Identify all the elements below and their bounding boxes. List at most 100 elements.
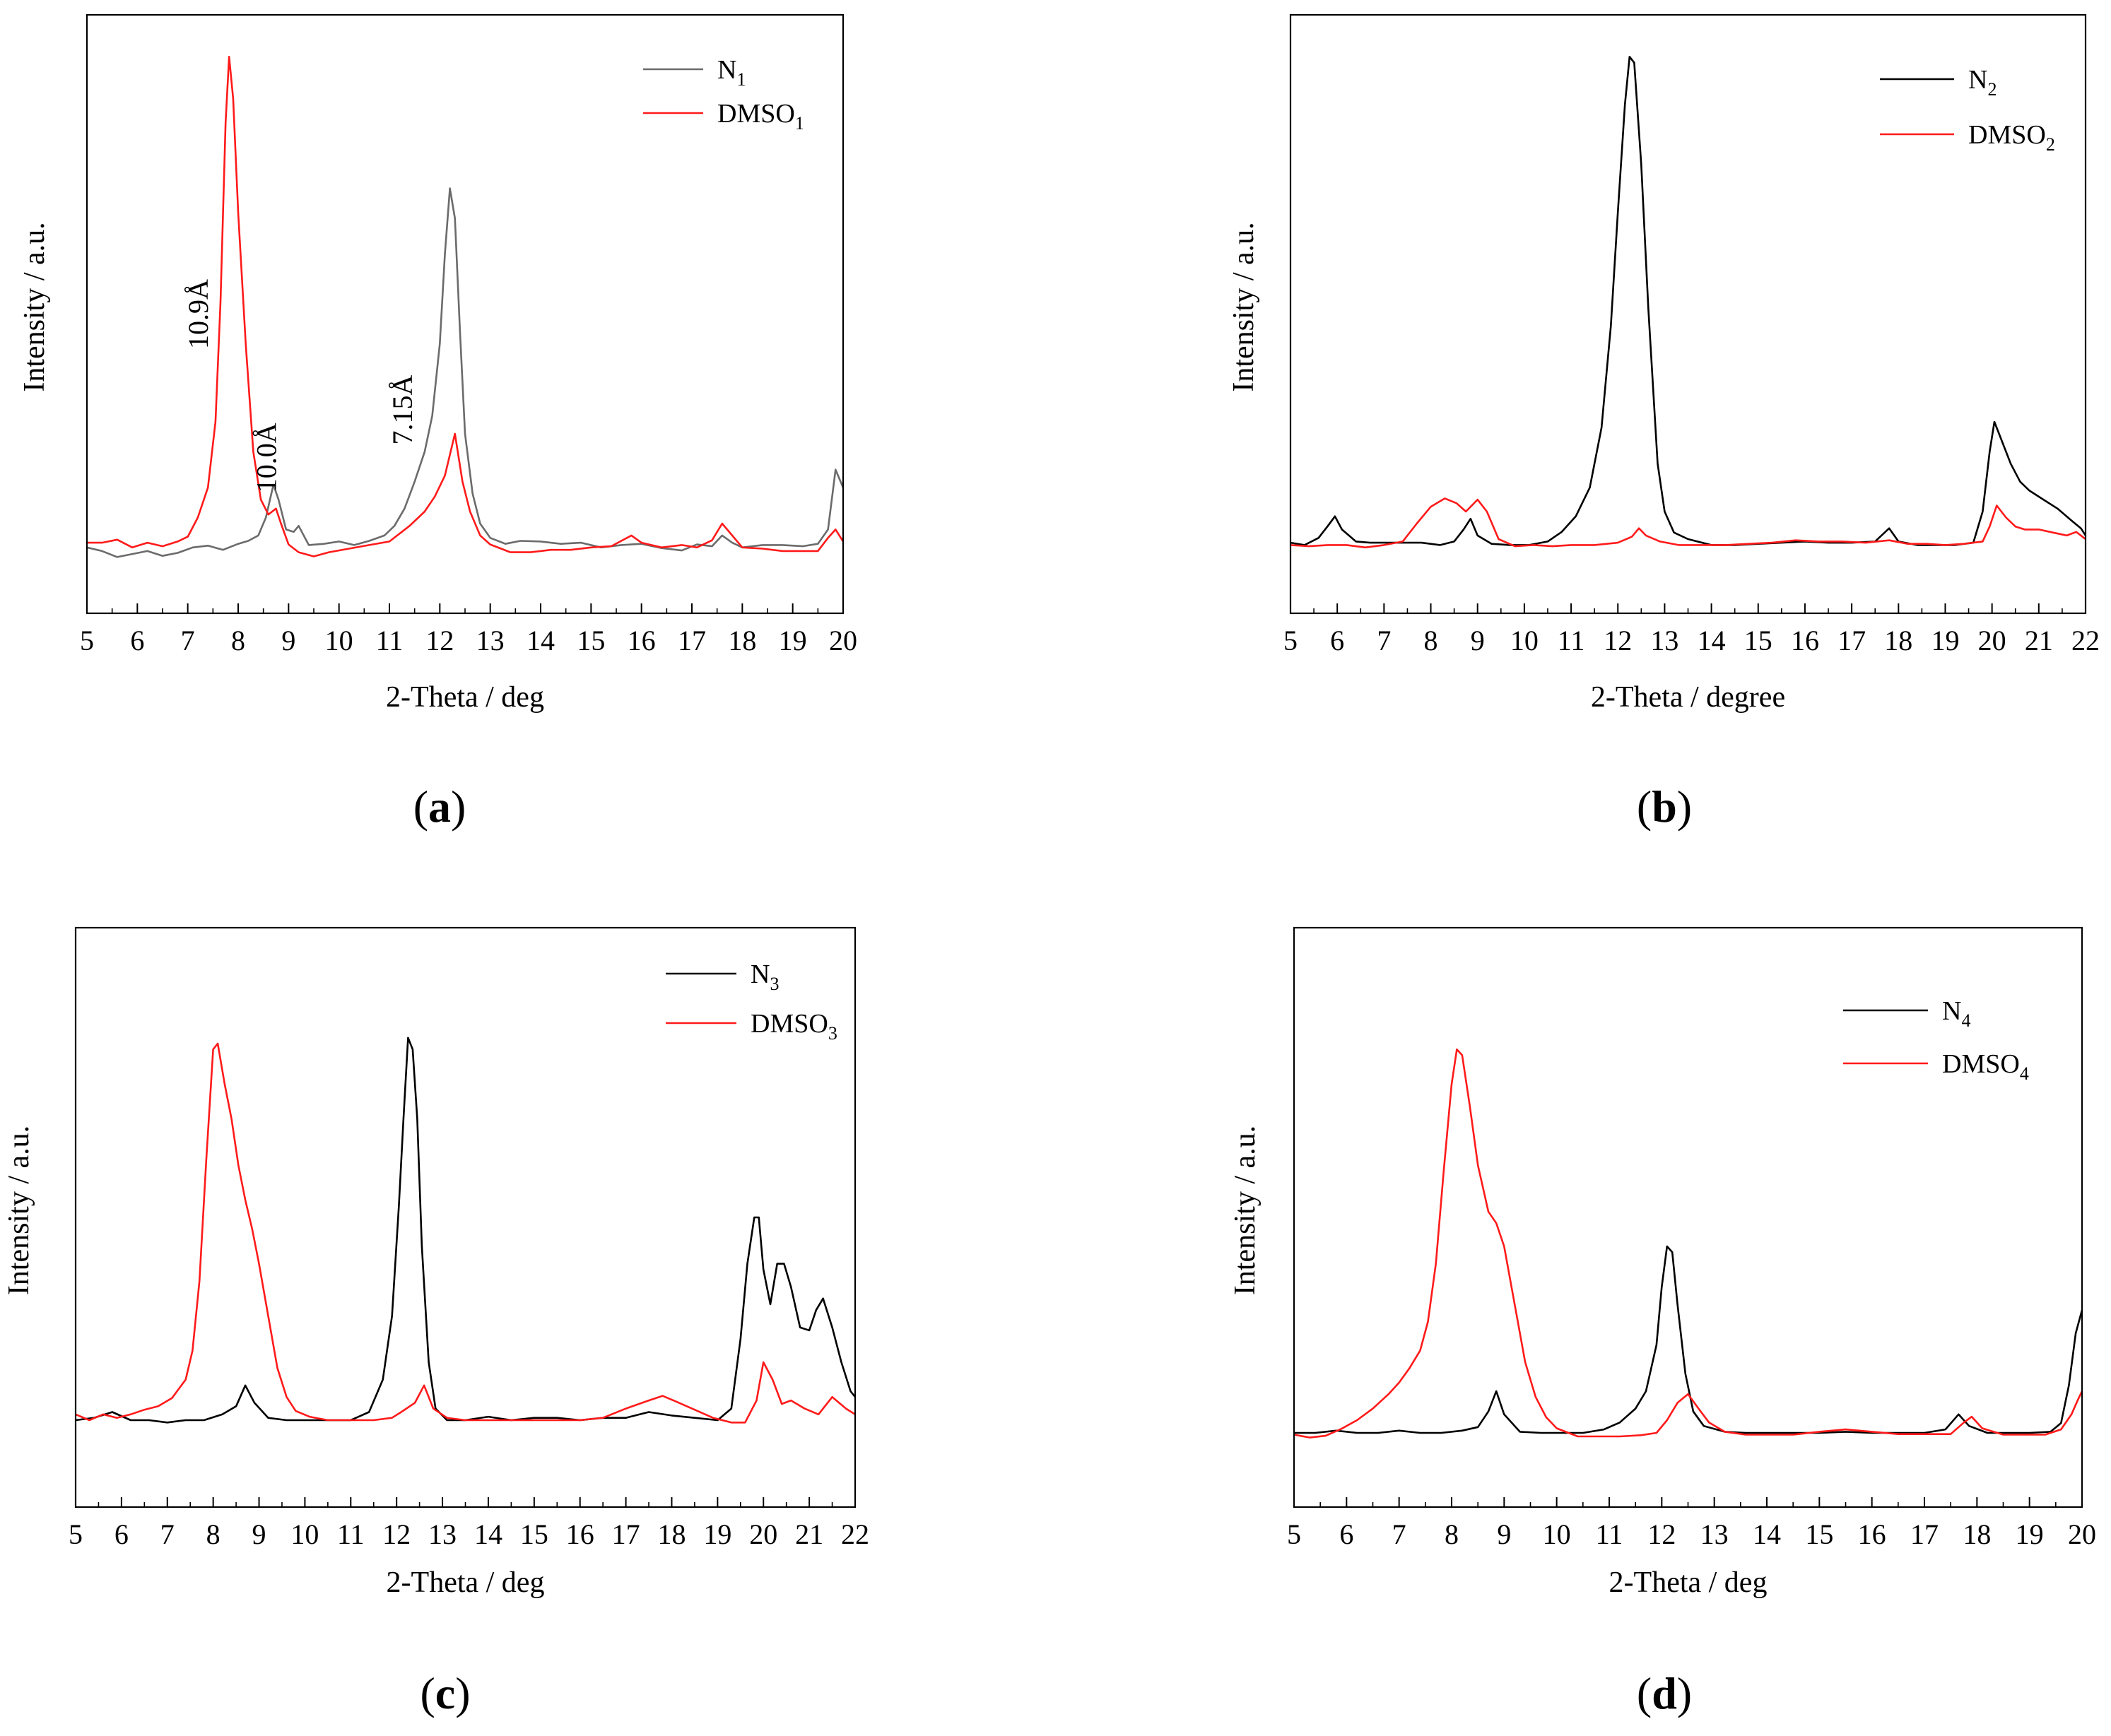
x-tick-label: 5 — [80, 625, 94, 656]
x-tick-label: 10 — [290, 1518, 319, 1550]
x-tick-label: 18 — [1884, 625, 1912, 656]
x-tick-label: 16 — [1858, 1518, 1886, 1550]
x-tick-label: 13 — [428, 1518, 457, 1550]
series-line-dmso3 — [75, 1042, 856, 1424]
plot-a: 5 6 7 8 9 10 11 12 13 14 15 16 17 18 19 20 2-Theta / deg… — [18, 13, 857, 714]
panel-d-label: (d) — [1637, 1668, 1692, 1718]
x-tick-label: 20 — [829, 625, 857, 656]
y-axis-title: Intensity / a.u. — [3, 1126, 35, 1295]
x-tick-label: 18 — [1963, 1518, 1991, 1550]
y-axis-title: Intensity / a.u. — [18, 222, 51, 391]
x-tick-label: 6 — [1330, 625, 1344, 656]
series-line-dmso4 — [1293, 1048, 2083, 1439]
plot-b: 5 6 7 8 9 10 11 12 13 14 15 16 17 18 19 20 21 22 2-Theta /… — [1228, 13, 2100, 714]
x-tick-label: 16 — [1791, 625, 1819, 656]
x-tick-label: 9 — [1497, 1518, 1511, 1550]
x-tick-label: 10 — [1510, 625, 1539, 656]
series-line-n3 — [75, 1037, 857, 1424]
legend-label: N1 — [717, 55, 746, 90]
legend-label: DMSO4 — [1942, 1049, 2029, 1084]
panel-b: (b) — [1637, 781, 1692, 832]
legend-label: DMSO2 — [1968, 120, 2055, 155]
x-tick-label: 17 — [1837, 625, 1866, 656]
plot-d: 5 6 7 8 9 10 11 12 13 14 15 16 17 18 19 20 2-Theta / deg… — [1229, 926, 2096, 1599]
legend-label: N2 — [1968, 65, 1997, 100]
x-tick-label: 13 — [1650, 625, 1678, 656]
x-tick-label: 14 — [527, 625, 555, 656]
legend-label: N4 — [1942, 996, 1970, 1031]
x-tick-label: 10 — [325, 625, 353, 656]
x-tick-label: 6 — [130, 625, 144, 656]
legend-label: DMSO1 — [717, 99, 804, 134]
x-tick-label: 17 — [612, 1518, 640, 1550]
x-tick-label: 7 — [1377, 625, 1391, 656]
x-tick-label: 15 — [520, 1518, 548, 1550]
x-tick-label: 14 — [1698, 625, 1726, 656]
legend-label: DMSO3 — [751, 1009, 837, 1044]
panel-a: (a) — [413, 781, 466, 832]
x-tick-label: 18 — [728, 625, 756, 656]
x-tick-label: 15 — [1744, 625, 1772, 656]
panel-b-label: (b) — [1637, 781, 1692, 832]
x-tick-label: 21 — [795, 1518, 823, 1550]
x-tick-label: 6 — [1339, 1518, 1353, 1550]
series-line-dmso2 — [1290, 497, 2086, 549]
x-tick-label: 12 — [382, 1518, 411, 1550]
x-tick-label: 9 — [1471, 625, 1485, 656]
x-tick-label: 10 — [1543, 1518, 1571, 1550]
x-tick-label: 5 — [69, 1518, 83, 1550]
x-tick-label: 19 — [1931, 625, 1959, 656]
x-tick-label: 19 — [2016, 1518, 2044, 1550]
x-tick-label: 15 — [1805, 1518, 1833, 1550]
x-tick-label: 8 — [1445, 1518, 1459, 1550]
x-tick-label: 9 — [281, 625, 295, 656]
x-tick-label: 16 — [566, 1518, 594, 1550]
x-tick-label: 17 — [678, 625, 706, 656]
x-tick-label: 8 — [231, 625, 245, 656]
x-tick-label: 11 — [376, 625, 404, 656]
x-tick-label: 13 — [1700, 1518, 1729, 1550]
d-spacing-annotation: 7.15Å — [387, 374, 418, 444]
x-tick-label: 7 — [160, 1518, 175, 1550]
x-tick-label: 9 — [252, 1518, 266, 1550]
x-tick-label: 14 — [1753, 1518, 1781, 1550]
x-axis-title: 2-Theta / deg — [386, 681, 544, 714]
x-tick-label: 5 — [1283, 625, 1298, 656]
x-tick-label: 7 — [1392, 1518, 1406, 1550]
x-tick-label: 17 — [1910, 1518, 1939, 1550]
panel-a-label: (a) — [413, 781, 466, 832]
series-line-dmso1 — [87, 56, 845, 557]
plot-frame — [1289, 13, 2087, 615]
x-tick-label: 11 — [337, 1518, 365, 1550]
x-tick-label: 21 — [2025, 625, 2053, 656]
x-tick-label: 22 — [2071, 625, 2100, 656]
x-tick-label: 14 — [474, 1518, 502, 1550]
x-tick-label: 6 — [114, 1518, 129, 1550]
x-tick-label: 19 — [703, 1518, 731, 1550]
x-tick-label: 12 — [1604, 625, 1632, 656]
x-tick-label: 16 — [628, 625, 656, 656]
x-tick-label: 7 — [181, 625, 195, 656]
x-tick-label: 11 — [1558, 625, 1585, 656]
x-tick-label: 20 — [2068, 1518, 2096, 1550]
x-axis-title: 2-Theta / deg — [387, 1566, 545, 1599]
x-tick-label: 5 — [1287, 1518, 1301, 1550]
x-tick-label: 15 — [577, 625, 605, 656]
x-tick-label: 20 — [749, 1518, 777, 1550]
x-axis-title: 2-Theta / deg — [1609, 1566, 1768, 1599]
plot-c: 5 6 7 8 9 10 11 12 13 14 15 16 17 18 19 20 21 22 2-Theta /… — [3, 926, 869, 1599]
series-line-n2 — [1290, 56, 2087, 546]
x-tick-label: 19 — [779, 625, 807, 656]
series-line-n4 — [1294, 1245, 2083, 1434]
x-tick-label: 8 — [1424, 625, 1438, 656]
x-tick-label: 13 — [476, 625, 505, 656]
x-tick-label: 18 — [657, 1518, 686, 1550]
x-tick-label: 22 — [841, 1518, 869, 1550]
x-axis-title: 2-Theta / degree — [1591, 681, 1785, 714]
x-tick-label: 8 — [206, 1518, 220, 1550]
panel-d: (d) — [1637, 1668, 1692, 1718]
series-line-n1 — [86, 187, 845, 558]
y-axis-title: Intensity / a.u. — [1229, 1126, 1262, 1295]
d-spacing-annotation: 10.0Å — [251, 423, 283, 492]
